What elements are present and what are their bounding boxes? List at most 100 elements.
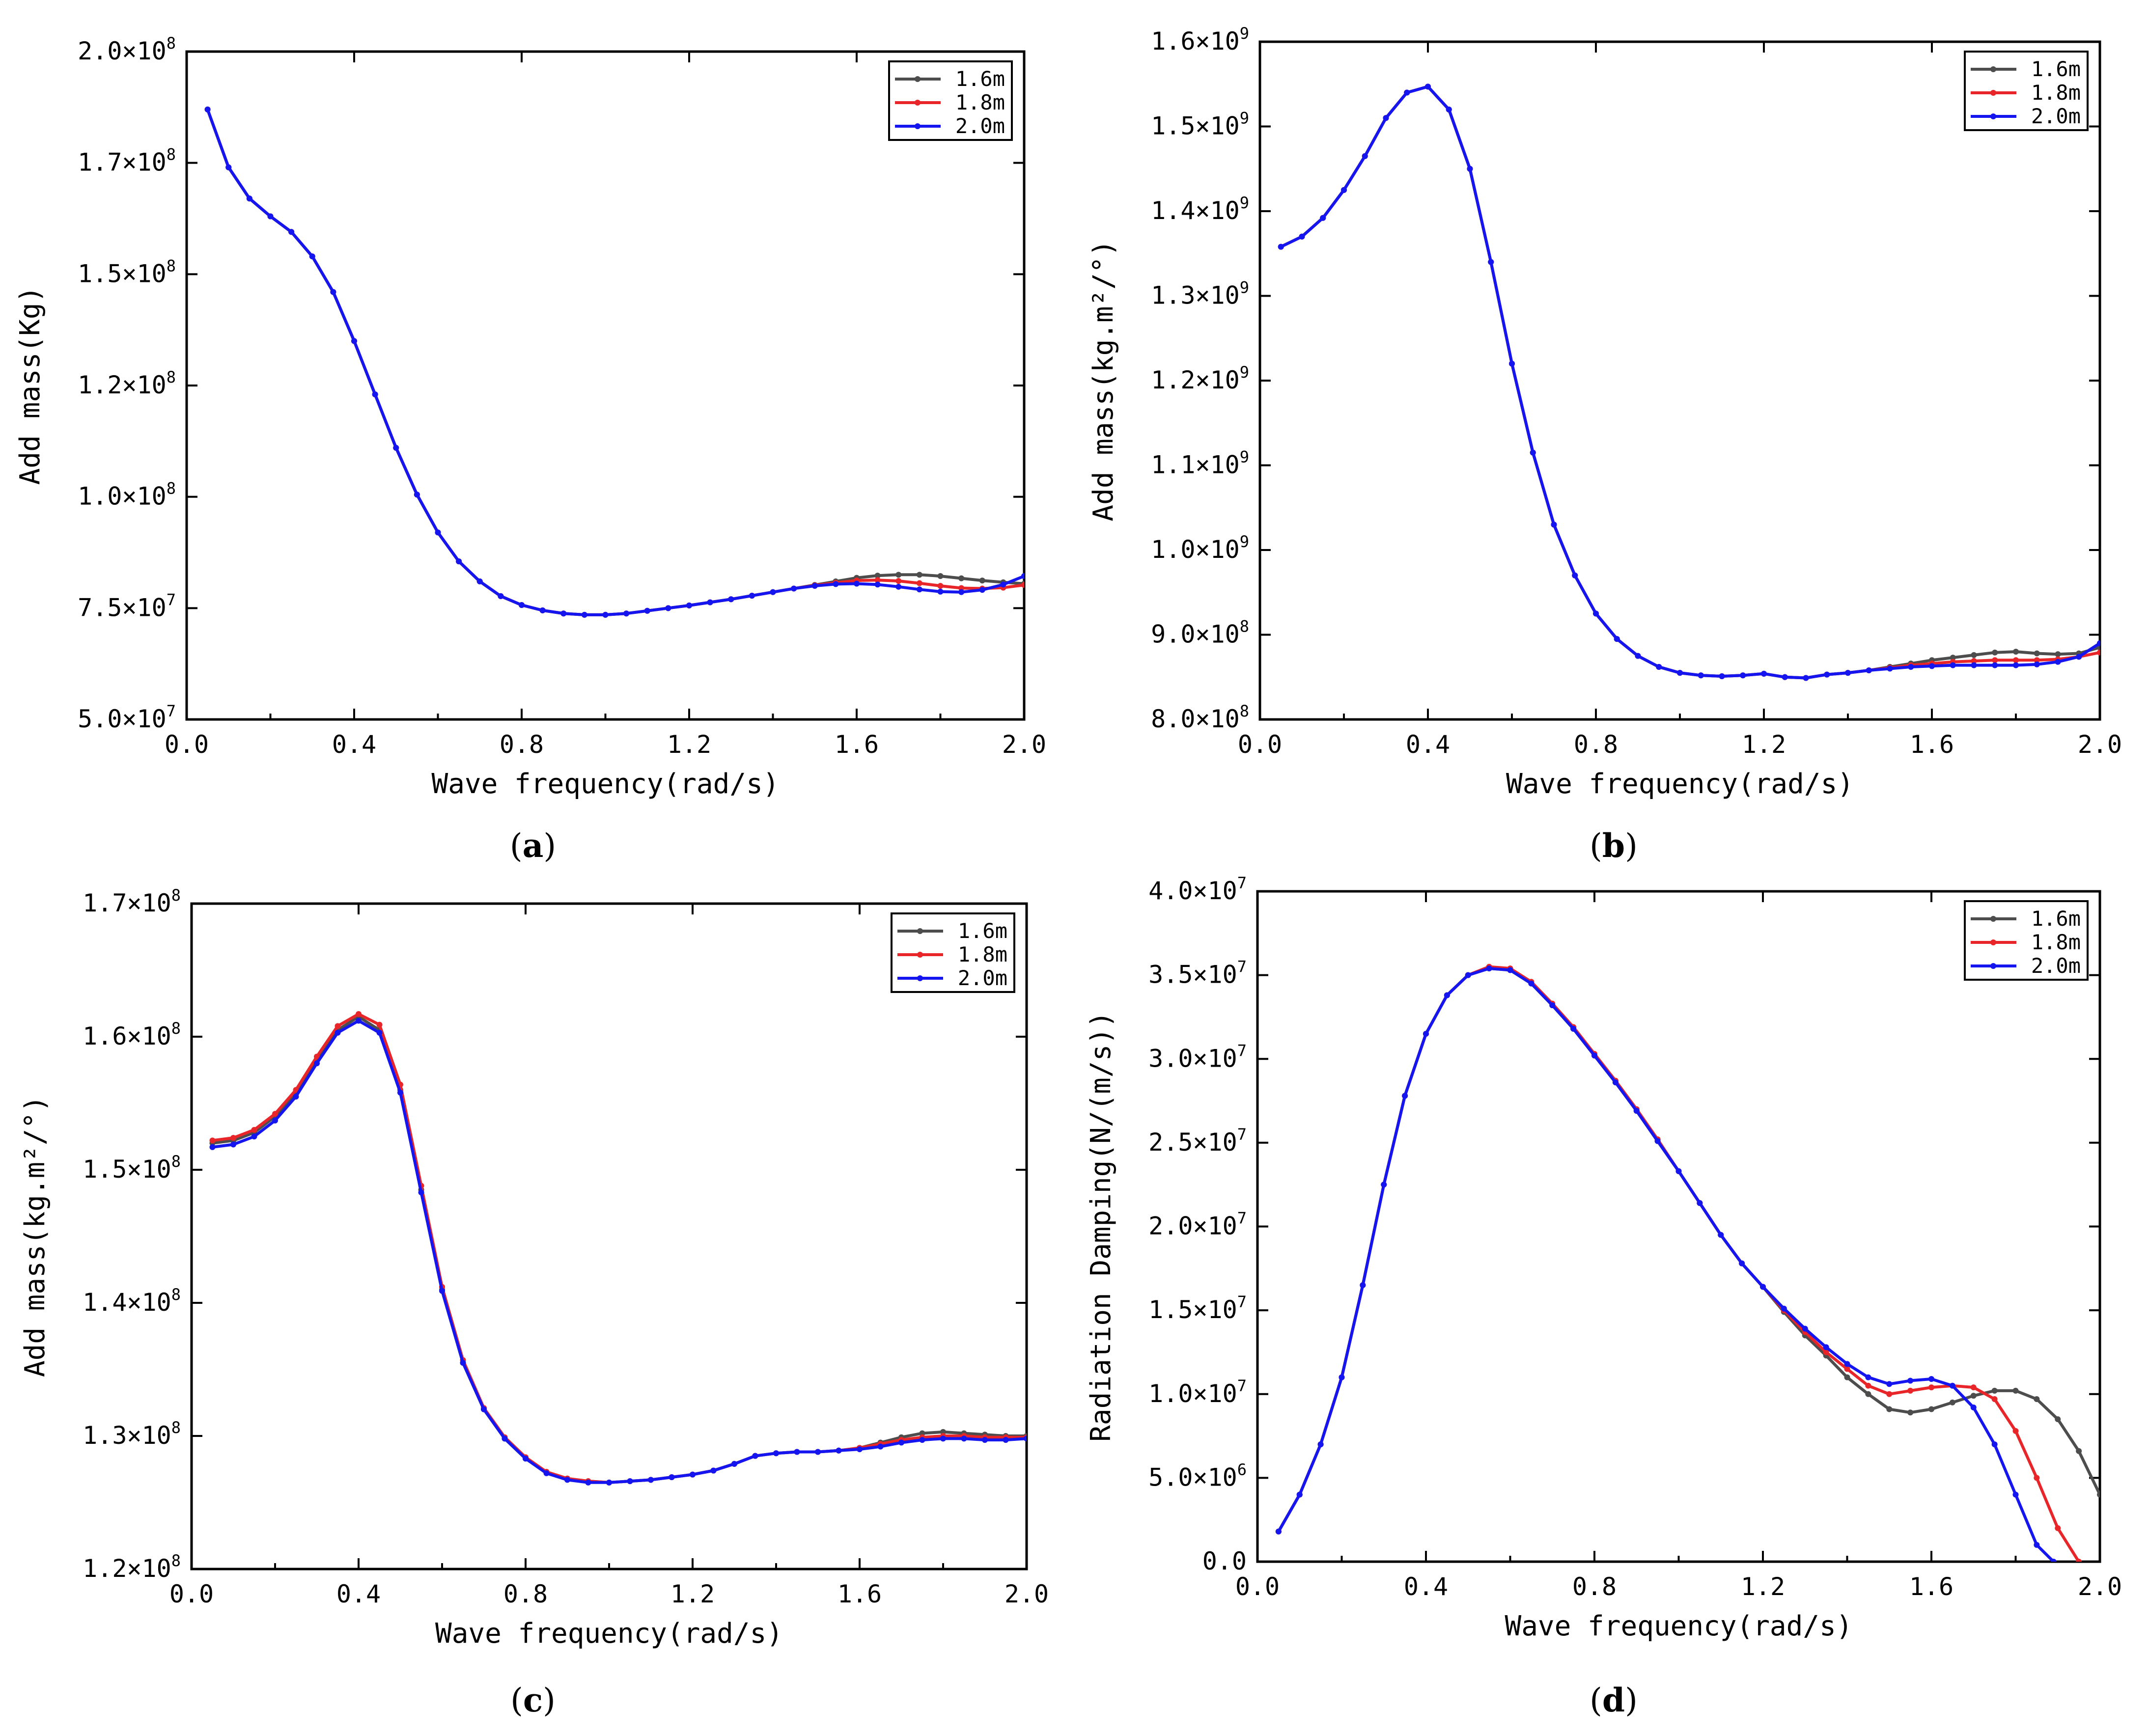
panels: 0.0 0.4 0.8 1.2 1.6 2.05.0×1077.5×1071.0×1081… bbox=[14, 24, 2122, 1719]
data-point bbox=[1697, 1200, 1703, 1206]
data-point bbox=[836, 1447, 842, 1454]
data-point bbox=[1950, 655, 1956, 661]
y-tick-mantissa: 4.0 bbox=[1148, 877, 1193, 905]
y-tick-label: 9.0×108 bbox=[1151, 617, 1249, 649]
data-point bbox=[1677, 670, 1683, 676]
y-tick-exponent: 7 bbox=[1237, 1293, 1247, 1311]
data-point bbox=[1528, 980, 1535, 987]
data-point bbox=[1718, 1232, 1724, 1238]
y-tick-exponent: 9 bbox=[1240, 363, 1249, 382]
data-point bbox=[791, 585, 797, 592]
y-tick-label: 1.0×107 bbox=[1148, 1377, 1247, 1408]
y-tick-mantissa: 1.7 bbox=[83, 889, 127, 917]
caption-open-paren: ( bbox=[1590, 827, 1602, 865]
y-tick-exponent: 8 bbox=[167, 479, 176, 498]
data-point bbox=[1275, 1528, 1282, 1535]
data-point bbox=[1991, 1387, 1998, 1394]
y-tick-label: 4.0×107 bbox=[1148, 874, 1247, 905]
data-point bbox=[811, 583, 818, 589]
data-point bbox=[1549, 1002, 1556, 1009]
caption-close-paren: ) bbox=[543, 1681, 556, 1719]
data-point bbox=[1845, 670, 1851, 676]
x-tick-label: 2.0 bbox=[1002, 730, 1046, 759]
data-point bbox=[309, 253, 315, 260]
data-point bbox=[937, 588, 944, 595]
data-point bbox=[1446, 107, 1452, 112]
legend-label: 1.6m bbox=[955, 67, 1005, 91]
data-point bbox=[1591, 1052, 1597, 1059]
data-point bbox=[895, 583, 902, 590]
data-point bbox=[418, 1189, 424, 1196]
data-point bbox=[669, 1474, 675, 1481]
y-tick-times: ×10 bbox=[1195, 112, 1239, 140]
x-axis-label: Wave frequency(rad/s) bbox=[431, 768, 779, 800]
data-point bbox=[710, 1467, 717, 1474]
caption-letter: d bbox=[1602, 1681, 1625, 1719]
legend-marker bbox=[915, 123, 921, 129]
y-tick-mantissa: 1.5 bbox=[83, 1155, 127, 1184]
data-point bbox=[1740, 672, 1746, 679]
data-point bbox=[1425, 83, 1431, 90]
data-point bbox=[435, 529, 441, 536]
y-tick-times: ×10 bbox=[127, 1155, 171, 1184]
y-tick-label: 1.1×109 bbox=[1151, 448, 1249, 479]
data-point bbox=[1339, 1374, 1345, 1380]
legend-marker bbox=[915, 76, 921, 82]
data-point bbox=[393, 444, 399, 451]
data-point bbox=[1739, 1260, 1745, 1267]
data-point bbox=[1991, 1396, 1998, 1402]
data-point bbox=[877, 1443, 884, 1450]
data-point bbox=[1509, 360, 1515, 367]
data-point bbox=[728, 596, 734, 603]
data-point bbox=[502, 1435, 508, 1442]
y-tick-exponent: 8 bbox=[167, 368, 176, 386]
data-point bbox=[1614, 636, 1620, 642]
y-tick-times: ×10 bbox=[1195, 366, 1239, 394]
data-point bbox=[958, 589, 965, 595]
legend-marker bbox=[1990, 66, 1996, 72]
y-tick-mantissa: 1.2 bbox=[83, 1554, 127, 1583]
data-point bbox=[752, 1453, 758, 1459]
legend-label: 2.0m bbox=[2031, 954, 2081, 978]
data-point bbox=[1656, 664, 1662, 670]
y-tick-exponent: 7 bbox=[1237, 874, 1247, 892]
y-tick-label: 1.4×109 bbox=[1151, 193, 1249, 225]
data-point bbox=[2013, 649, 2019, 655]
legend-label: 2.0m bbox=[955, 114, 1005, 138]
data-point bbox=[1551, 522, 1557, 528]
x-tick-label: 1.6 bbox=[835, 730, 879, 759]
data-point bbox=[1299, 233, 1305, 240]
data-point bbox=[481, 1406, 487, 1412]
data-point bbox=[690, 1471, 696, 1478]
series-line-2.0m bbox=[1277, 967, 2055, 1562]
x-tick-label: 0.8 bbox=[1574, 730, 1618, 759]
y-tick-exponent: 8 bbox=[1240, 702, 1249, 720]
legend: 1.6m1.8m2.0m bbox=[888, 60, 1013, 141]
data-point bbox=[1572, 572, 1578, 579]
y-tick-exponent: 8 bbox=[167, 34, 176, 53]
y-tick-exponent: 7 bbox=[1237, 1041, 1247, 1060]
y-tick-exponent: 7 bbox=[1237, 1209, 1247, 1228]
data-point bbox=[498, 593, 504, 599]
data-point bbox=[267, 213, 274, 220]
data-point bbox=[1654, 1138, 1661, 1144]
data-point bbox=[833, 581, 839, 587]
y-tick-mantissa: 5.0 bbox=[1148, 1463, 1193, 1491]
data-point bbox=[225, 164, 232, 170]
data-point bbox=[372, 391, 378, 398]
series-group bbox=[209, 1011, 1027, 1486]
data-point bbox=[1844, 1366, 1850, 1372]
data-point bbox=[874, 577, 881, 583]
data-point bbox=[2034, 657, 2040, 663]
y-tick-times: ×10 bbox=[1195, 451, 1239, 479]
data-point bbox=[397, 1089, 403, 1096]
data-point bbox=[2055, 1525, 2061, 1531]
y-tick-label: 1.5×108 bbox=[83, 1152, 181, 1184]
y-tick-label: 7.5×107 bbox=[78, 590, 176, 622]
y-tick-times: ×10 bbox=[127, 1022, 171, 1050]
y-tick-label: 2.0×108 bbox=[78, 34, 176, 65]
y-tick-times: ×10 bbox=[1195, 196, 1239, 225]
data-point bbox=[2034, 650, 2040, 657]
data-point bbox=[1991, 1441, 1998, 1448]
y-tick-mantissa: 1.3 bbox=[1151, 281, 1195, 310]
